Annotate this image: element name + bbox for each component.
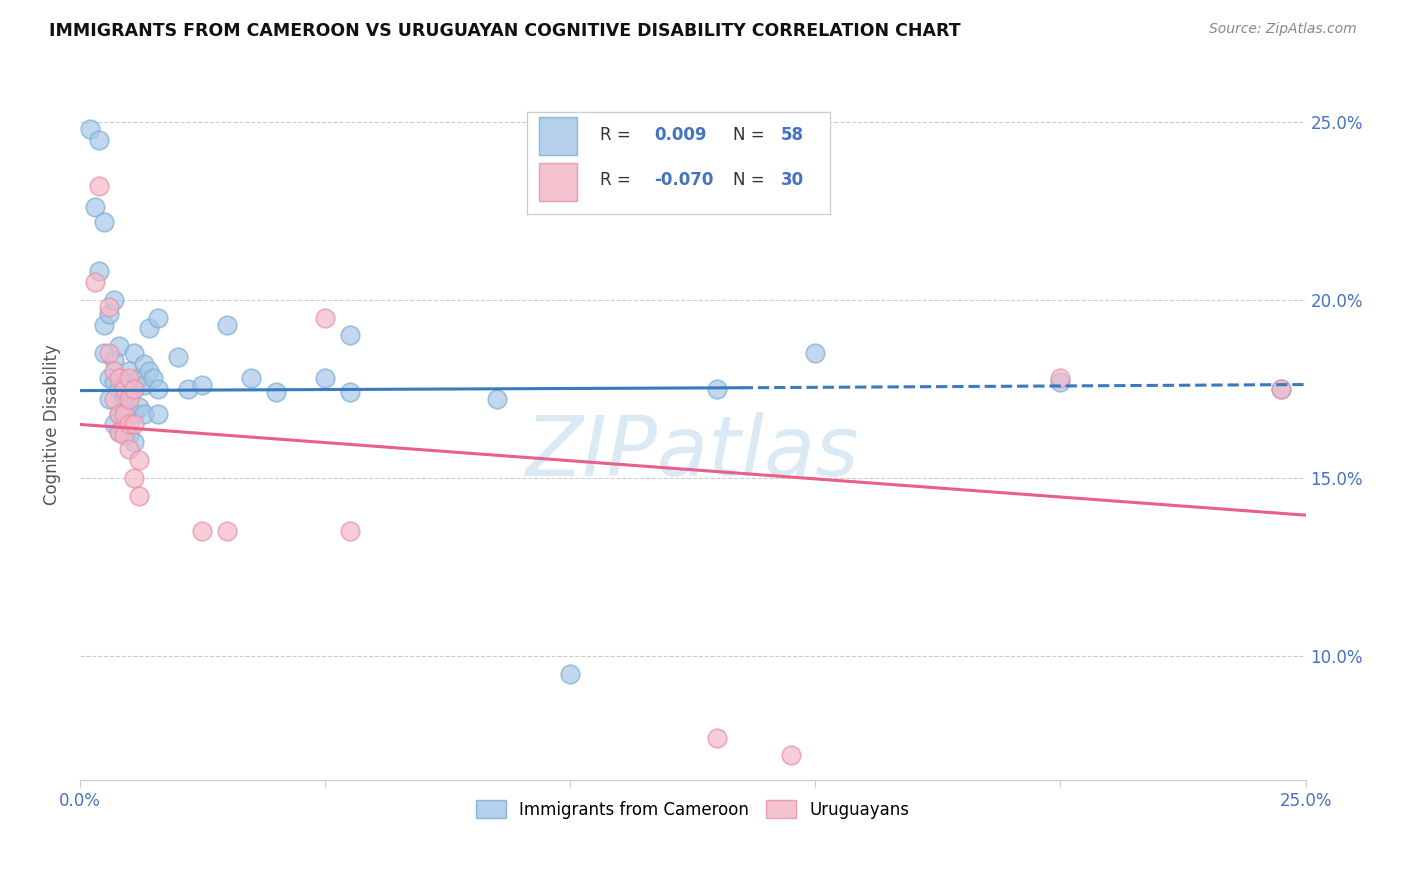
Point [240,371,263,385]
Point [128,400,150,414]
Point [122,417,145,432]
Point [83,275,105,289]
Point [98,371,121,385]
Text: N =: N = [733,126,765,145]
Text: -0.070: -0.070 [654,171,714,189]
Point [118,392,141,407]
Point [128,371,150,385]
Point [112,428,135,442]
Point [108,339,131,353]
Point [339,328,361,343]
Point [1270,382,1292,396]
Point [98,346,121,360]
Point [191,378,214,392]
Point [93,214,115,228]
Point [98,392,121,407]
Point [112,403,135,417]
Point [148,382,170,396]
Y-axis label: Cognitive Disability: Cognitive Disability [44,344,60,505]
Point [112,382,135,396]
Point [314,310,336,325]
Point [79,122,101,136]
Point [103,375,125,389]
Point [177,382,200,396]
Point [148,310,170,325]
Point [1270,382,1292,396]
Bar [540,163,578,202]
Point [706,382,728,396]
Point [93,318,115,332]
Point [108,425,131,439]
Point [132,357,155,371]
Point [103,417,125,432]
Point [1049,371,1071,385]
Point [112,375,135,389]
Point [314,371,336,385]
Bar [540,117,578,155]
Text: 58: 58 [782,126,804,145]
Point [118,371,141,385]
Point [167,350,190,364]
Legend: Immigrants from Cameroon, Uruguayans: Immigrants from Cameroon, Uruguayans [470,793,915,825]
Text: Source: ZipAtlas.com: Source: ZipAtlas.com [1209,22,1357,37]
Text: R =: R = [600,171,630,189]
Point [108,407,131,421]
Point [112,407,135,421]
Text: IMMIGRANTS FROM CAMEROON VS URUGUAYAN COGNITIVE DISABILITY CORRELATION CHART: IMMIGRANTS FROM CAMEROON VS URUGUAYAN CO… [49,22,960,40]
Point [558,666,581,681]
Point [98,307,121,321]
Point [339,524,361,538]
Point [112,389,135,403]
Point [108,425,131,439]
Point [339,385,361,400]
Point [118,417,141,432]
Text: ZIPatlas: ZIPatlas [526,412,859,493]
Text: R =: R = [600,126,630,145]
Point [118,442,141,457]
Point [1049,375,1071,389]
Point [89,264,111,278]
Text: N =: N = [733,171,765,189]
Point [132,378,155,392]
Point [122,382,145,396]
Point [118,364,141,378]
Point [103,364,125,378]
Point [138,364,160,378]
Point [142,371,165,385]
Point [93,346,115,360]
Point [122,435,145,450]
Point [215,318,238,332]
Text: 0.009: 0.009 [654,126,707,145]
Point [138,321,160,335]
Point [122,471,145,485]
Point [122,382,145,396]
Point [103,293,125,307]
Point [128,489,150,503]
Point [122,407,145,421]
Point [118,400,141,414]
Point [108,382,131,396]
Point [98,300,121,314]
Point [83,200,105,214]
Point [132,407,155,421]
Point [485,392,508,407]
Point [122,346,145,360]
Point [191,524,214,538]
Point [103,353,125,368]
Text: 30: 30 [782,171,804,189]
Point [108,407,131,421]
Point [118,428,141,442]
Point [215,524,238,538]
Point [779,748,801,763]
Point [128,453,150,467]
Point [103,392,125,407]
Point [804,346,827,360]
Point [264,385,287,400]
Point [89,133,111,147]
Point [108,371,131,385]
Point [706,731,728,745]
Point [148,407,170,421]
Point [89,178,111,193]
